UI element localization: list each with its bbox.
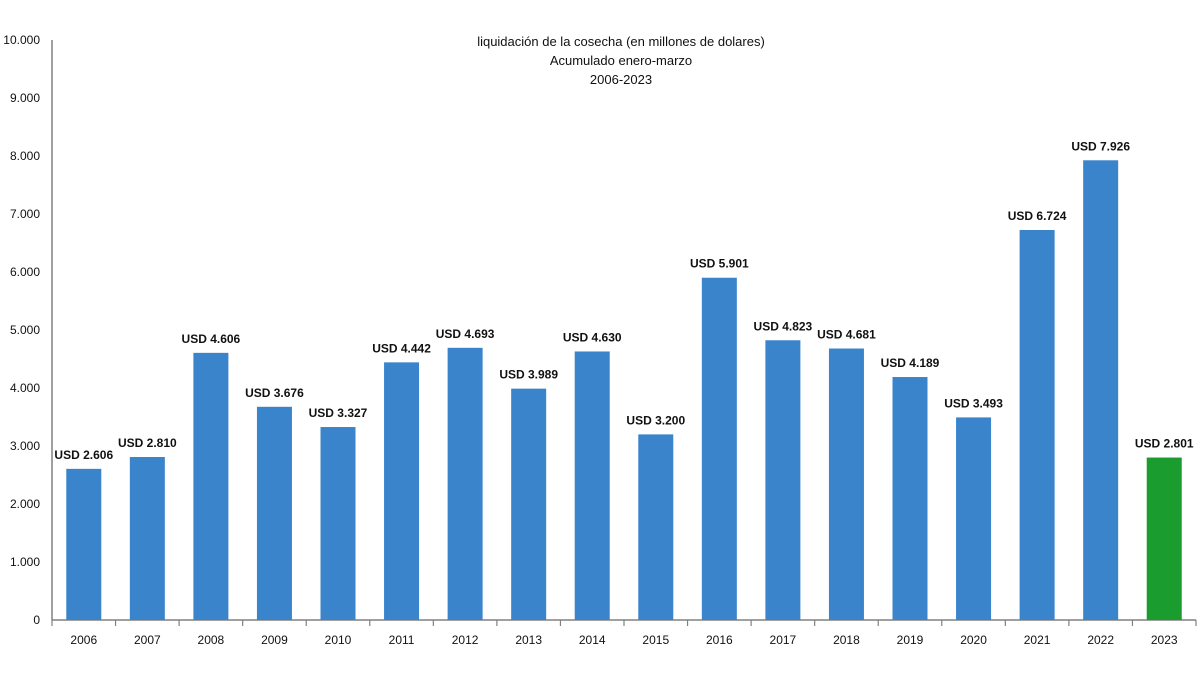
data-label-2008: USD 4.606 [182, 332, 241, 346]
x-tick-label: 2013 [515, 633, 542, 647]
data-label-2010: USD 3.327 [309, 406, 368, 420]
bar-2012 [447, 347, 483, 620]
x-tick-label: 2011 [389, 633, 415, 647]
bar-2019 [892, 377, 928, 620]
data-label-2020: USD 3.493 [944, 396, 1003, 410]
bar-2008 [193, 352, 229, 620]
bar-2013 [511, 388, 547, 620]
chart-title: liquidación de la cosecha (en millones d… [477, 34, 765, 49]
data-label-2014: USD 4.630 [563, 330, 622, 344]
data-label-2015: USD 3.200 [626, 413, 685, 427]
x-tick-label: 2022 [1087, 633, 1114, 647]
y-tick-label: 5.000 [10, 323, 40, 337]
y-tick-label: 3.000 [10, 439, 40, 453]
bar-2015 [638, 434, 674, 620]
bar-2006 [66, 468, 102, 620]
bar-2007 [129, 457, 165, 620]
bar-2016 [701, 277, 737, 620]
bar-2022 [1083, 160, 1119, 621]
y-tick-label: 2.000 [10, 497, 40, 511]
y-tick-label: 7.000 [10, 207, 40, 221]
y-tick-label: 6.000 [10, 265, 40, 279]
bar-2023 [1146, 457, 1182, 620]
x-tick-label: 2009 [261, 633, 288, 647]
x-tick-label: 2020 [960, 633, 987, 647]
data-label-2023: USD 2.801 [1135, 437, 1194, 451]
bar-2014 [574, 351, 610, 620]
x-tick-label: 2016 [706, 633, 733, 647]
data-label-2019: USD 4.189 [881, 356, 940, 370]
chart-subtitle-2: 2006-2023 [590, 72, 652, 87]
data-label-2012: USD 4.693 [436, 327, 495, 341]
data-label-2016: USD 5.901 [690, 257, 749, 271]
data-label-2006: USD 2.606 [54, 448, 113, 462]
data-label-2021: USD 6.724 [1008, 209, 1067, 223]
x-tick-label: 2014 [579, 633, 606, 647]
bar-2021 [1019, 230, 1055, 620]
bar-2011 [384, 362, 420, 620]
x-tick-label: 2023 [1151, 633, 1178, 647]
x-tick-label: 2015 [642, 633, 669, 647]
data-label-2013: USD 3.989 [499, 368, 558, 382]
data-label-2009: USD 3.676 [245, 386, 304, 400]
y-tick-label: 8.000 [10, 149, 40, 163]
data-label-2017: USD 4.823 [754, 319, 813, 333]
x-tick-label: 2018 [833, 633, 860, 647]
y-tick-label: 10.000 [3, 33, 40, 47]
data-label-2022: USD 7.926 [1071, 139, 1130, 153]
x-tick-label: 2008 [198, 633, 225, 647]
x-tick-label: 2012 [452, 633, 479, 647]
bar-2017 [765, 340, 801, 620]
y-tick-label: 4.000 [10, 381, 40, 395]
x-tick-label: 2006 [70, 633, 97, 647]
x-tick-label: 2010 [325, 633, 352, 647]
bar-2020 [956, 417, 992, 620]
x-tick-label: 2017 [770, 633, 797, 647]
chart-subtitle-1: Acumulado enero-marzo [550, 53, 692, 68]
x-tick-label: 2021 [1024, 633, 1051, 647]
bar-2010 [320, 427, 356, 620]
x-tick-label: 2007 [134, 633, 161, 647]
data-label-2011: USD 4.442 [372, 341, 431, 355]
data-label-2007: USD 2.810 [118, 436, 177, 450]
x-tick-label: 2019 [897, 633, 924, 647]
bar-2018 [828, 348, 864, 620]
data-label-2018: USD 4.681 [817, 328, 876, 342]
bar-2009 [256, 406, 292, 620]
y-tick-label: 1.000 [10, 555, 40, 569]
y-tick-label: 0 [33, 613, 40, 627]
y-tick-label: 9.000 [10, 91, 40, 105]
